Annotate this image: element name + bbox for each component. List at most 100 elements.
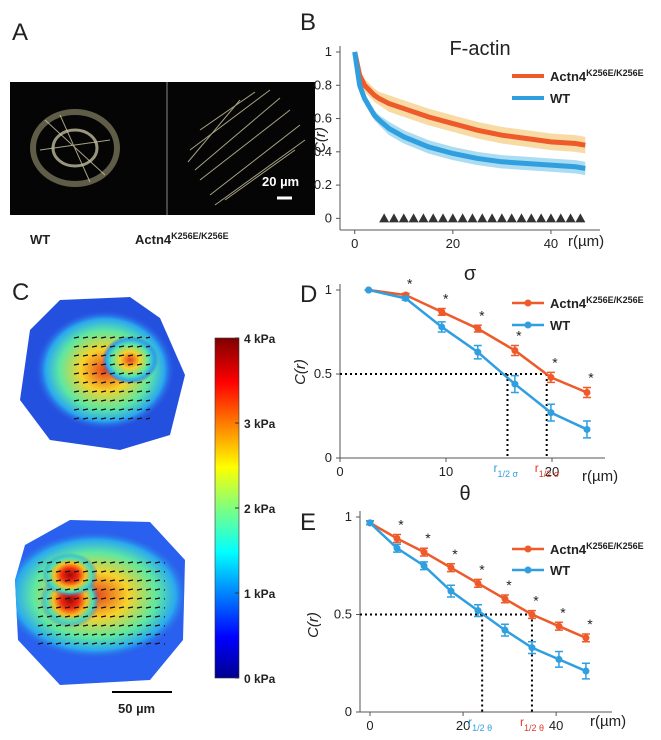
- image-label: WT: [30, 232, 50, 247]
- y-tick-label: 1: [325, 44, 332, 59]
- x-tick-label: 40: [549, 718, 563, 733]
- x-tick-label: 10: [439, 464, 453, 479]
- half-crossing-label: r1/2 θ: [520, 715, 544, 733]
- significance-triangle: [487, 213, 498, 223]
- x-tick-label: 0: [366, 718, 373, 733]
- x-tick-label: 40: [544, 236, 558, 251]
- significance-triangle: [506, 213, 517, 223]
- legend-superscript: K256E/K256E: [586, 541, 644, 551]
- chart-title: F-actin: [449, 38, 510, 60]
- x-axis-label: r(µm): [568, 233, 604, 250]
- significance-triangle: [565, 213, 576, 223]
- y-tick-label: 0.5: [314, 366, 332, 381]
- significance-mark: *: [479, 561, 485, 577]
- significance-triangle: [526, 213, 537, 223]
- half-crossing-subscript: 1/2 σ: [497, 469, 518, 479]
- scale-bar-label: 50 µm: [118, 701, 155, 716]
- y-axis-label: C(r): [305, 612, 322, 638]
- x-tick-label: 20: [456, 718, 470, 733]
- data-point: [393, 544, 401, 552]
- legend-name: Actn4: [550, 69, 587, 84]
- y-tick-label: 0: [345, 704, 352, 719]
- panel-a-image: 20 µm: [10, 82, 315, 215]
- x-axis-label: r(µm): [582, 468, 618, 485]
- significance-triangle: [408, 213, 419, 223]
- image-label-name: Actn4: [135, 232, 172, 247]
- legend-marker: [524, 299, 532, 307]
- significance-mark: *: [506, 577, 512, 593]
- significance-mark: *: [533, 593, 539, 609]
- y-tick-label: 0.2: [314, 177, 332, 192]
- data-point: [474, 325, 482, 333]
- data-point: [438, 323, 446, 331]
- y-axis-label: C(r): [312, 127, 329, 153]
- half-crossing-symbol: r: [493, 461, 497, 475]
- data-point: [438, 308, 446, 316]
- legend-label: WT: [550, 563, 570, 578]
- colorbar-tick-label: 0 kPa: [244, 672, 276, 686]
- data-point: [511, 380, 519, 388]
- colorbar-tick-label: 2 kPa: [244, 502, 276, 516]
- y-tick-label: 0.8: [314, 77, 332, 92]
- significance-triangle: [496, 213, 507, 223]
- legend-name: Actn4: [550, 296, 587, 311]
- panel-label: E: [300, 509, 316, 536]
- significance-mark: *: [479, 307, 485, 323]
- significance-triangle: [545, 213, 556, 223]
- colorbar-tick-label: 3 kPa: [244, 417, 276, 431]
- significance-triangle: [418, 213, 429, 223]
- data-point: [555, 655, 563, 663]
- legend-label: Actn4K256E/K256E: [550, 68, 644, 84]
- significance-triangle: [477, 213, 488, 223]
- data-point: [474, 607, 482, 615]
- significance-triangle: [457, 213, 468, 223]
- significance-mark: *: [425, 530, 431, 546]
- data-point: [582, 634, 590, 642]
- legend-name: WT: [550, 318, 570, 333]
- significance-mark: *: [443, 290, 449, 306]
- half-crossing-symbol: r: [520, 715, 524, 729]
- panel-c-maps: 50 µm: [15, 297, 240, 716]
- chart-title: θ: [459, 483, 470, 505]
- data-point: [420, 548, 428, 556]
- data-point: [528, 644, 536, 652]
- data-point: [582, 667, 590, 675]
- legend-marker: [524, 321, 532, 329]
- panel-label: A: [12, 19, 28, 46]
- significance-mark: *: [560, 604, 566, 620]
- panel-label: D: [300, 281, 317, 308]
- data-point: [555, 622, 563, 630]
- significance-triangle: [398, 213, 409, 223]
- panel-label: B: [300, 9, 316, 36]
- legend-label: WT: [550, 91, 570, 106]
- y-tick-label: 0.5: [334, 607, 352, 622]
- significance-triangle: [438, 213, 449, 223]
- significance-mark: *: [588, 369, 594, 385]
- y-tick-label: 0.4: [314, 144, 332, 159]
- significance-triangle: [379, 213, 390, 223]
- legend-name: WT: [550, 563, 570, 578]
- legend-marker: [524, 545, 532, 553]
- data-point: [583, 388, 591, 396]
- significance-triangle: [536, 213, 547, 223]
- significance-triangle: [467, 213, 478, 223]
- significance-mark: *: [452, 546, 458, 562]
- data-point: [402, 294, 410, 302]
- error-band: [354, 52, 586, 176]
- data-point: [420, 562, 428, 570]
- y-tick-label: 0: [325, 450, 332, 465]
- significance-triangle: [388, 213, 399, 223]
- significance-mark: *: [398, 517, 404, 533]
- y-tick-label: 1: [345, 509, 352, 524]
- half-crossing-subscript: 1/2 θ: [524, 723, 544, 733]
- data-point: [547, 409, 555, 417]
- half-crossing-label: r1/2 σ: [535, 461, 560, 479]
- scale-bar-label: 20 µm: [262, 174, 299, 189]
- half-crossing-label: r1/2 θ: [468, 715, 492, 733]
- image-label-superscript: K256E/K256E: [171, 231, 229, 241]
- series-line: [352, 51, 586, 148]
- data-point: [583, 425, 591, 433]
- data-point: [447, 587, 455, 595]
- data-point: [501, 595, 509, 603]
- significance-triangle: [516, 213, 527, 223]
